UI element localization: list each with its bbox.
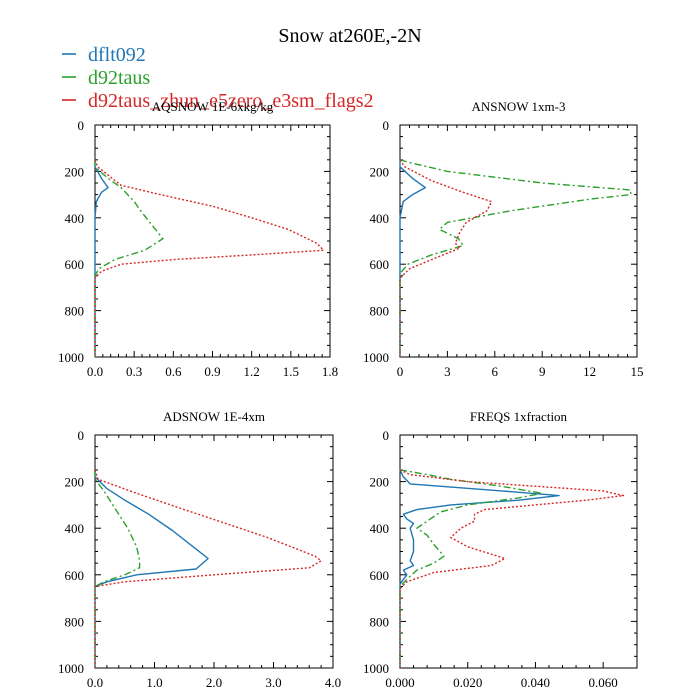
x-tick-label: 0.060 — [589, 675, 618, 690]
chart-panel-3: FREQS 1xfraction 0.000 0.020 0.040 0.060 0 200… — [363, 409, 638, 690]
y-tick-label: 200 — [65, 475, 85, 490]
x-tick-label: 0.0 — [87, 364, 103, 379]
panel-title: ADSNOW 1E-4xm — [163, 409, 265, 424]
x-tick-label: 0 — [397, 364, 404, 379]
x-tick-label: 15 — [631, 364, 644, 379]
series-line-d92taus_zhun_e5zero_e3sm_flags2 — [94, 159, 325, 357]
x-tick-label: 0.9 — [204, 364, 220, 379]
plot-frame — [399, 124, 638, 358]
x-tick-label: 1.8 — [322, 364, 338, 379]
chart-panel-2: ADSNOW 1E-4xm 0.0 1.0 2.0 3.0 4.0 0 200 400 600 80… — [58, 409, 341, 690]
series-line-d92taus — [399, 469, 543, 668]
y-tick-label: 1000 — [58, 350, 84, 365]
legend-label-1: d92taus — [88, 67, 150, 89]
x-tick-label: 1.5 — [283, 364, 299, 379]
y-tick-label: 1000 — [363, 350, 389, 365]
series-line-d92taus_zhun_e5zero_e3sm_flags2 — [94, 469, 322, 668]
x-tick-label: 1.0 — [146, 675, 162, 690]
y-tick-label: 1000 — [58, 661, 84, 676]
series-line-dflt092 — [94, 469, 209, 668]
x-tick-label: 0.020 — [453, 675, 482, 690]
y-tick-label: 400 — [65, 211, 85, 226]
panel-title: FREQS 1xfraction — [470, 409, 568, 424]
plot-frame — [94, 434, 334, 669]
y-tick-label: 0 — [383, 118, 390, 133]
plot-frame — [94, 124, 331, 358]
x-tick-label: 9 — [539, 364, 546, 379]
y-tick-label: 600 — [65, 568, 85, 583]
x-tick-label: 4.0 — [325, 675, 341, 690]
panel-title: ANSNOW 1xm-3 — [471, 99, 565, 114]
series-line-d92taus — [399, 159, 632, 357]
x-tick-label: 0.6 — [165, 364, 182, 379]
x-tick-label: 0.000 — [385, 675, 414, 690]
series-line-d92taus — [94, 469, 141, 668]
y-tick-label: 600 — [370, 568, 390, 583]
panel-title: AQSNOW 1E-6xkg/kg — [152, 99, 274, 114]
series-line-d92taus — [94, 159, 164, 357]
y-tick-label: 400 — [370, 211, 390, 226]
x-tick-label: 0.0 — [87, 675, 103, 690]
y-tick-label: 0 — [383, 428, 390, 443]
x-tick-label: 3 — [444, 364, 451, 379]
figure-title: Snow at260E,-2N — [278, 25, 421, 47]
x-tick-label: 2.0 — [206, 675, 222, 690]
series-line-d92taus_zhun_e5zero_e3sm_flags2 — [399, 469, 625, 668]
x-tick-label: 1.2 — [244, 364, 260, 379]
y-tick-label: 800 — [370, 614, 390, 629]
series-line-dflt092 — [94, 159, 109, 357]
series-line-dflt092 — [399, 159, 426, 357]
y-tick-label: 800 — [370, 304, 390, 319]
x-tick-label: 6 — [492, 364, 499, 379]
series-line-d92taus_zhun_e5zero_e3sm_flags2 — [399, 159, 493, 357]
y-tick-label: 0 — [78, 428, 85, 443]
y-tick-label: 800 — [65, 304, 85, 319]
chart-panel-1: ANSNOW 1xm-3 0 3 6 9 12 15 0 200 400 600 800 1000 — [363, 99, 644, 379]
y-tick-label: 800 — [65, 614, 85, 629]
y-tick-label: 400 — [65, 521, 85, 536]
y-tick-label: 200 — [370, 475, 390, 490]
panels: AQSNOW 1E-6xkg/kg 0.0 0.3 0.6 0.9 1.2 1.5 1.8 0 2… — [58, 99, 644, 690]
y-tick-label: 200 — [65, 164, 85, 179]
y-tick-label: 600 — [370, 257, 390, 272]
series-line-dflt092 — [399, 469, 560, 668]
y-tick-label: 0 — [78, 118, 85, 133]
x-tick-label: 3.0 — [265, 675, 281, 690]
y-tick-label: 1000 — [363, 661, 389, 676]
y-tick-label: 600 — [65, 257, 85, 272]
y-tick-label: 200 — [370, 164, 390, 179]
y-tick-label: 400 — [370, 521, 390, 536]
legend-label-2: d92taus_zhun_e5zero_e3sm_flags2 — [88, 90, 373, 112]
x-tick-label: 0.3 — [126, 364, 142, 379]
plot-frame — [399, 434, 638, 669]
legend-label-0: dflt092 — [88, 44, 146, 66]
chart-panel-0: AQSNOW 1E-6xkg/kg 0.0 0.3 0.6 0.9 1.2 1.5 1.8 0 2… — [58, 99, 338, 379]
x-tick-label: 0.040 — [521, 675, 550, 690]
legend: dflt092d92tausd92taus_zhun_e5zero_e3sm_f… — [62, 44, 373, 112]
x-tick-label: 12 — [583, 364, 596, 379]
